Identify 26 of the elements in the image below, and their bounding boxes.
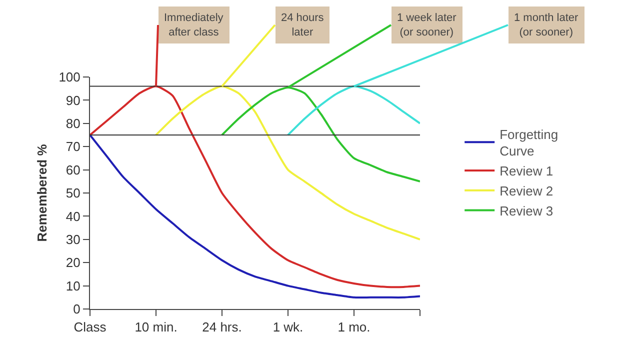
y-tick-label: 60	[66, 162, 80, 178]
x-tick-label: 1 mo.	[338, 320, 370, 335]
y-tick-label: 70	[66, 139, 80, 154]
annotation: 1 week later (or sooner)	[397, 12, 457, 38]
y-tick-label: 50	[66, 186, 80, 201]
y-tick-label: 20	[66, 255, 80, 270]
y-tick-label: 10	[66, 278, 80, 294]
x-tick-label: Class	[74, 320, 107, 335]
legend-label: Review 1	[500, 164, 554, 179]
y-tick-label: 0	[73, 302, 80, 317]
annotation: 1 month later (or sooner)	[514, 12, 579, 38]
y-axis-title: Remembered %	[34, 144, 50, 242]
y-tick-label: 30	[66, 232, 80, 247]
y-tick-label: 40	[66, 208, 80, 224]
annotation: 24 hours later	[281, 12, 324, 38]
annotation: Immediately after class	[164, 12, 224, 38]
x-tick-label: 1 wk.	[272, 320, 304, 335]
line-series	[90, 134, 420, 298]
legend-label: Forgetting Curve	[500, 126, 558, 159]
y-tick-label: 80	[66, 116, 80, 131]
legend-label: Review 3	[500, 203, 554, 218]
x-tick-label: 10 min.	[134, 320, 178, 335]
legend-label: Review 2	[500, 183, 554, 198]
y-tick-label: 100	[58, 70, 80, 85]
y-tick-label: 90	[66, 92, 80, 108]
x-tick-label: 24 hrs.	[202, 320, 242, 335]
